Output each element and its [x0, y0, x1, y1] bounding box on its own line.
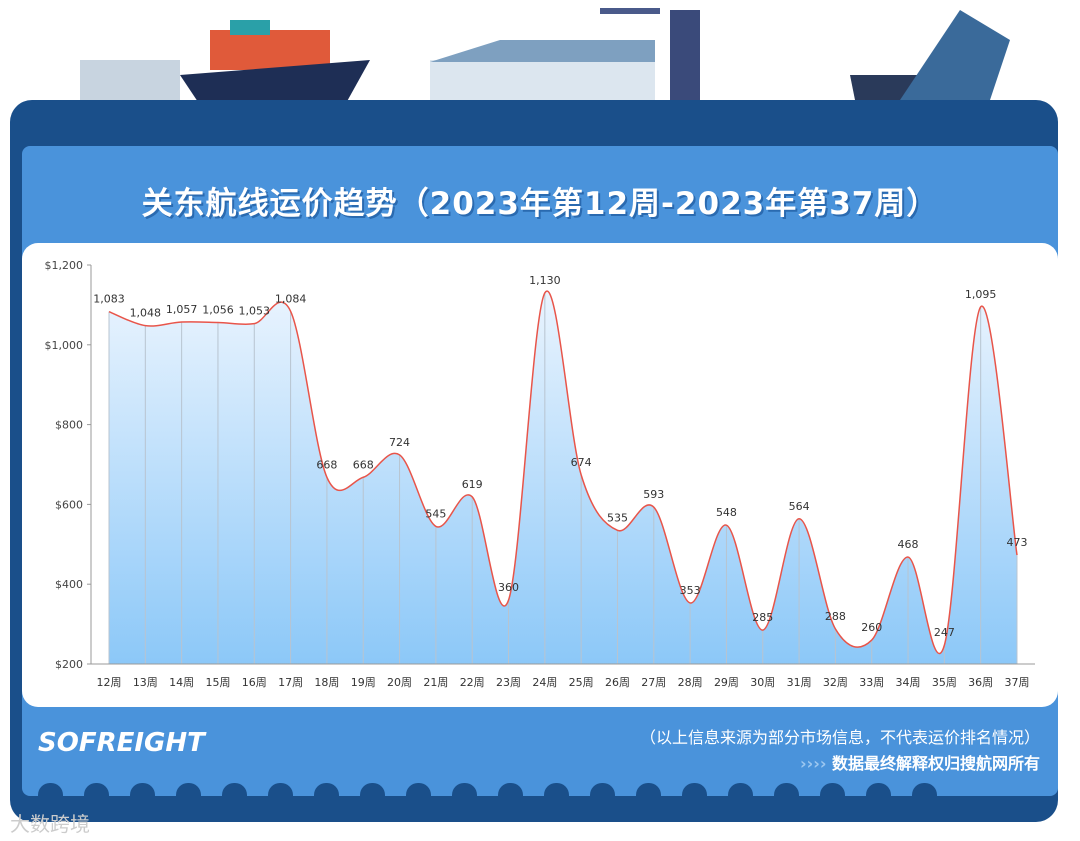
data-label: 1,056 — [202, 303, 234, 316]
data-label: 247 — [934, 626, 955, 639]
series-line — [108, 290, 1018, 655]
data-label: 535 — [607, 511, 628, 524]
data-label: 473 — [1007, 536, 1028, 549]
y-tick-label: $200 — [55, 658, 83, 671]
data-label: 260 — [861, 621, 882, 634]
tooth — [222, 783, 247, 805]
tooth — [176, 783, 201, 805]
data-label: 548 — [716, 506, 737, 519]
tooth — [38, 783, 63, 805]
tooth — [268, 783, 293, 805]
x-tick-label: 29周 — [714, 676, 739, 689]
x-tick-label: 32周 — [823, 676, 848, 689]
y-tick-label: $800 — [55, 419, 83, 432]
data-label: 619 — [462, 478, 483, 491]
data-label: 468 — [898, 538, 919, 551]
data-label: 724 — [389, 436, 410, 449]
x-tick-label: 25周 — [569, 676, 594, 689]
data-label: 564 — [789, 500, 810, 513]
tooth — [636, 783, 661, 805]
data-label: 1,048 — [130, 307, 162, 320]
x-tick-label: 36周 — [968, 676, 993, 689]
data-label: 1,083 — [93, 293, 125, 306]
tooth — [84, 783, 109, 805]
x-tick-label: 35周 — [932, 676, 957, 689]
tooth — [820, 783, 845, 805]
chart-title: 关东航线运价趋势（2023年第12周-2023年第37周） — [141, 186, 939, 222]
y-tick-label: $1,000 — [45, 339, 84, 352]
x-tick-label: 22周 — [460, 676, 485, 689]
tooth — [912, 783, 937, 805]
x-tick-label: 30周 — [750, 676, 775, 689]
tooth — [590, 783, 615, 805]
tooth — [360, 783, 385, 805]
data-label: 353 — [680, 584, 701, 597]
tooth — [866, 783, 891, 805]
data-label: 1,095 — [965, 288, 997, 301]
x-tick-label: 19周 — [351, 676, 376, 689]
x-tick-label: 37周 — [1005, 676, 1030, 689]
port-illustration — [80, 8, 1010, 105]
decorative-teeth — [30, 783, 1058, 805]
tooth — [544, 783, 569, 805]
source-note: （以上信息来源为部分市场信息，不代表运价排名情况） — [639, 728, 1040, 747]
x-tick-label: 13周 — [133, 676, 158, 689]
data-label: 1,084 — [275, 292, 307, 305]
x-tick-label: 21周 — [423, 676, 448, 689]
x-tick-label: 28周 — [678, 676, 703, 689]
data-label: 288 — [825, 610, 846, 623]
tooth — [452, 783, 477, 805]
x-tick-label: 16周 — [242, 676, 267, 689]
x-tick-label: 31周 — [787, 676, 812, 689]
data-label: 285 — [752, 611, 773, 624]
area-fill — [109, 291, 1017, 664]
tooth — [406, 783, 431, 805]
tooth — [498, 783, 523, 805]
tooth — [728, 783, 753, 805]
rights-text: 数据最终解释权归搜航网所有 — [831, 754, 1040, 773]
x-tick-label: 15周 — [205, 676, 230, 689]
tooth — [682, 783, 707, 805]
watermark: 大数跨境 — [10, 812, 90, 836]
x-tick-label: 12周 — [97, 676, 122, 689]
x-tick-label: 14周 — [169, 676, 194, 689]
x-tick-label: 26周 — [605, 676, 630, 689]
x-tick-label: 24周 — [532, 676, 557, 689]
data-label: 1,130 — [529, 274, 561, 287]
tooth — [774, 783, 799, 805]
data-label: 1,057 — [166, 303, 198, 316]
y-tick-label: $600 — [55, 498, 83, 511]
data-label: 1,053 — [239, 305, 271, 318]
arrows-icon: ›››› — [800, 754, 827, 773]
x-tick-label: 17周 — [278, 676, 303, 689]
data-label: 545 — [425, 507, 446, 520]
x-tick-label: 23周 — [496, 676, 521, 689]
x-tick-label: 18周 — [314, 676, 339, 689]
data-label: 668 — [316, 458, 337, 471]
tooth — [130, 783, 155, 805]
y-tick-label: $1,200 — [45, 259, 84, 272]
data-label: 593 — [643, 488, 664, 501]
data-label: 674 — [571, 456, 592, 469]
x-tick-label: 27周 — [641, 676, 666, 689]
sofreight-logo: SOFREIGHT — [38, 728, 205, 758]
data-label: 668 — [353, 458, 374, 471]
x-tick-label: 20周 — [387, 676, 412, 689]
y-tick-label: $400 — [55, 578, 83, 591]
rights-note: ›››› 数据最终解释权归搜航网所有 — [800, 750, 1040, 774]
tooth — [314, 783, 339, 805]
data-label: 360 — [498, 581, 519, 594]
x-tick-label: 33周 — [859, 676, 884, 689]
x-tick-label: 34周 — [896, 676, 921, 689]
